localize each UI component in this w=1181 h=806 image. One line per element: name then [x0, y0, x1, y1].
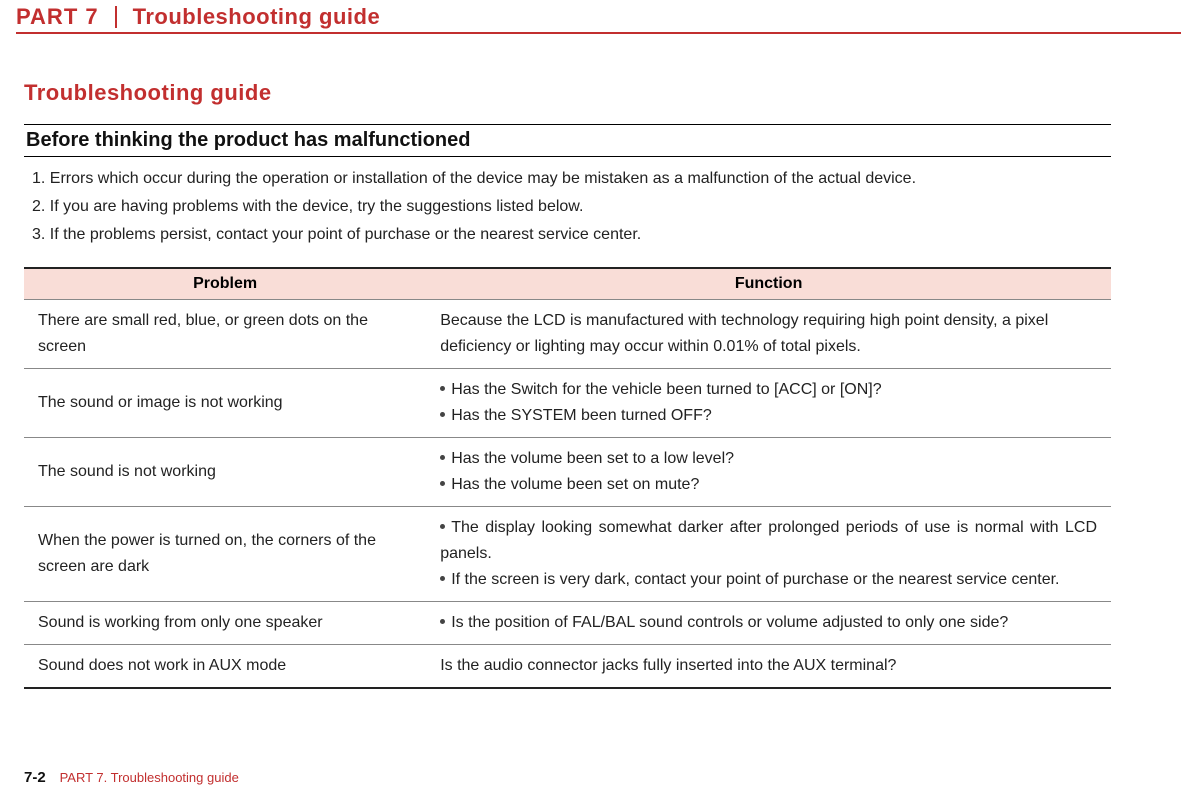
table-row: When the power is turned on, the corners… [24, 507, 1111, 602]
sub-header: Before thinking the product has malfunct… [24, 124, 1111, 157]
intro-item: 1. Errors which occur during the operati… [32, 165, 1111, 193]
bullet-text: Has the volume been set to a low level? [451, 450, 734, 467]
bullet-icon [440, 619, 445, 624]
bullet-text: Is the position of FAL/BAL sound control… [451, 614, 1008, 631]
part-label: PART 7 [16, 4, 99, 30]
bullet-icon [440, 524, 445, 529]
table-row: The sound or image is not working Has th… [24, 369, 1111, 438]
cell-problem: The sound or image is not working [24, 369, 426, 438]
cell-problem: The sound is not working [24, 438, 426, 507]
header-divider [115, 6, 117, 28]
cell-problem: Sound is working from only one speaker [24, 602, 426, 645]
bullet-text: Has the Switch for the vehicle been turn… [451, 381, 881, 398]
col-header-problem: Problem [24, 268, 426, 300]
table-row: The sound is not working Has the volume … [24, 438, 1111, 507]
cell-function: Is the position of FAL/BAL sound control… [426, 602, 1111, 645]
bullet-icon [440, 576, 445, 581]
intro-item: 2. If you are having problems with the d… [32, 193, 1111, 221]
cell-problem: There are small red, blue, or green dots… [24, 300, 426, 369]
page-number: 7-2 [24, 769, 46, 786]
intro-list: 1. Errors which occur during the operati… [32, 165, 1111, 249]
bullet-text: Has the SYSTEM been turned OFF? [451, 407, 712, 424]
troubleshooting-table: Problem Function There are small red, bl… [24, 267, 1111, 689]
col-header-function: Function [426, 268, 1111, 300]
bullet-text: If the screen is very dark, contact your… [451, 571, 1059, 588]
bullet-icon [440, 455, 445, 460]
bullet-icon [440, 481, 445, 486]
cell-function: Has the Switch for the vehicle been turn… [426, 369, 1111, 438]
page-footer: 7-2 PART 7. Troubleshooting guide [24, 769, 239, 786]
intro-item: 3. If the problems persist, contact your… [32, 221, 1111, 249]
cell-problem: When the power is turned on, the corners… [24, 507, 426, 602]
cell-function: Has the volume been set to a low level? … [426, 438, 1111, 507]
bullet-text: Has the volume been set on mute? [451, 476, 699, 493]
table-row: There are small red, blue, or green dots… [24, 300, 1111, 369]
cell-problem: Sound does not work in AUX mode [24, 645, 426, 689]
cell-function: Is the audio connector jacks fully inser… [426, 645, 1111, 689]
table-row: Sound does not work in AUX mode Is the a… [24, 645, 1111, 689]
table-header-row: Problem Function [24, 268, 1111, 300]
cell-function: The display looking somewhat darker afte… [426, 507, 1111, 602]
cell-function: Because the LCD is manufactured with tec… [426, 300, 1111, 369]
bullet-icon [440, 386, 445, 391]
footer-text: PART 7. Troubleshooting guide [60, 770, 239, 785]
page-header: PART 7 Troubleshooting guide [0, 0, 1181, 30]
bullet-icon [440, 412, 445, 417]
table-row: Sound is working from only one speaker I… [24, 602, 1111, 645]
section-title: Troubleshooting guide [24, 80, 1111, 106]
header-title: Troubleshooting guide [133, 4, 381, 30]
bullet-text: The display looking somewhat darker afte… [440, 519, 1097, 562]
page-content: Troubleshooting guide Before thinking th… [0, 34, 1181, 689]
